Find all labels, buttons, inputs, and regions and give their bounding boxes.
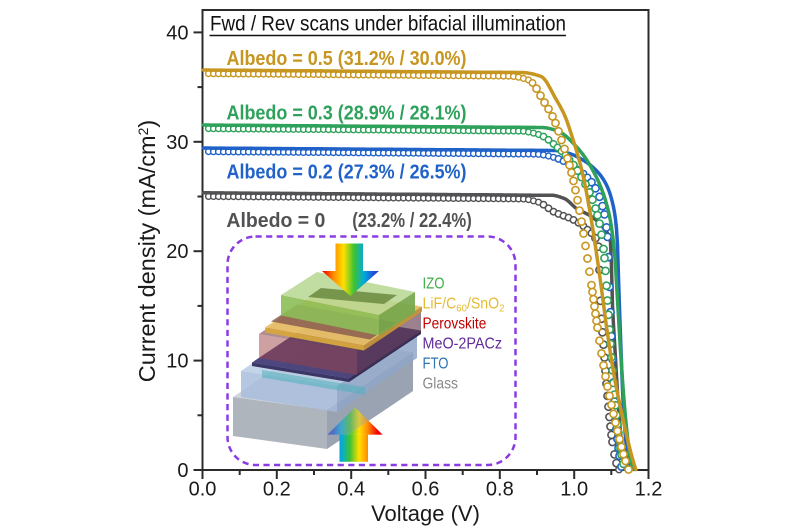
svg-text:IZO: IZO [423, 276, 445, 293]
svg-text:Glass: Glass [423, 376, 459, 393]
svg-text:Albedo = 0: Albedo = 0 [226, 210, 325, 232]
svg-text:0.0: 0.0 [189, 479, 217, 501]
svg-text:0.2: 0.2 [263, 479, 291, 501]
svg-text:Voltage (V): Voltage (V) [371, 501, 480, 526]
svg-text:LiF/C60/SnO2: LiF/C60/SnO2 [423, 296, 505, 315]
svg-text:30: 30 [166, 132, 188, 154]
svg-text:Fwd / Rev scans under bifacial: Fwd / Rev scans under bifacial illuminat… [210, 13, 566, 36]
svg-text:Albedo = 0.5 (31.2% / 30.0%): Albedo = 0.5 (31.2% / 30.0%) [227, 48, 467, 70]
svg-text:0.8: 0.8 [486, 479, 514, 501]
svg-text:1.0: 1.0 [560, 479, 588, 501]
svg-text:0.6: 0.6 [412, 479, 440, 501]
svg-text:40: 40 [166, 22, 188, 44]
svg-text:20: 20 [166, 241, 188, 263]
svg-text:MeO-2PACz: MeO-2PACz [423, 336, 503, 353]
svg-text:1.2: 1.2 [635, 479, 663, 501]
svg-text:FTO: FTO [423, 356, 449, 373]
svg-text:Albedo = 0.2 (27.3% / 26.5%): Albedo = 0.2 (27.3% / 26.5%) [227, 162, 467, 184]
svg-text:0: 0 [177, 460, 188, 482]
svg-text:Albedo = 0.3 (28.9% / 28.1%): Albedo = 0.3 (28.9% / 28.1%) [227, 103, 467, 125]
svg-text:0.4: 0.4 [337, 479, 365, 501]
svg-text:Current density (mA/cm2): Current density (mA/cm2) [134, 120, 160, 382]
svg-text:10: 10 [166, 351, 188, 373]
svg-text:Perovskite: Perovskite [423, 316, 487, 333]
svg-text:(23.2% / 22.4%): (23.2% / 22.4%) [352, 210, 472, 232]
